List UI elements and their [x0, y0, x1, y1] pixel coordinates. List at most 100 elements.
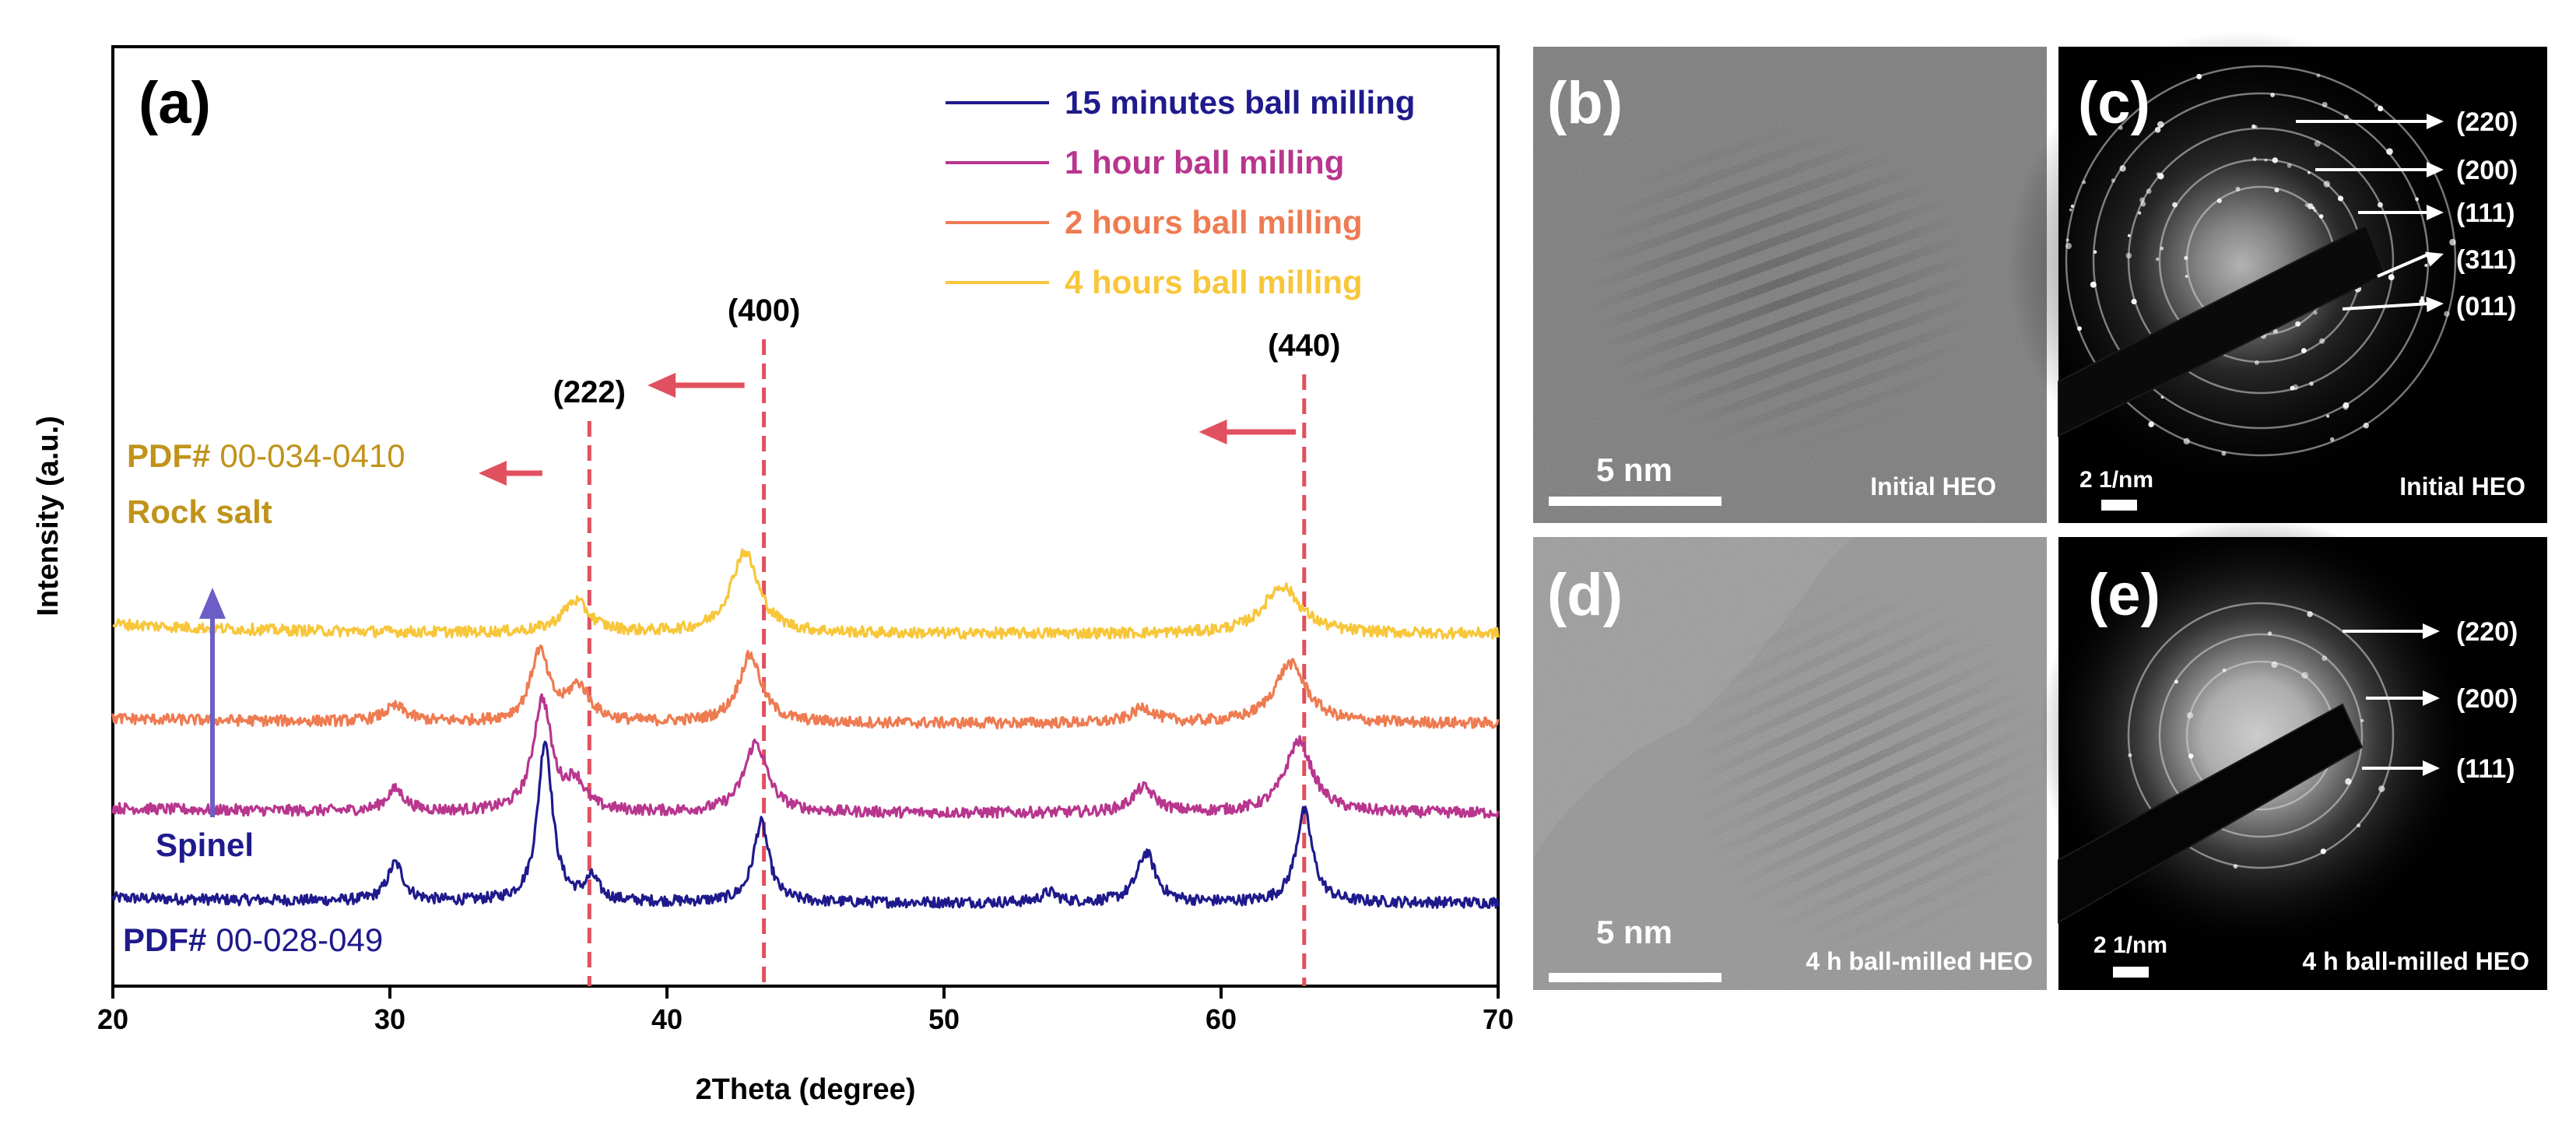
diffraction-spot	[2316, 73, 2321, 78]
x-tick-label: 30	[374, 1003, 405, 1035]
diffraction-spot	[2131, 298, 2137, 305]
scale-bar-b	[1549, 497, 1721, 506]
series-line-1	[111, 740, 1500, 909]
diffraction-spot	[2172, 202, 2178, 208]
x-tick-label: 20	[97, 1003, 128, 1035]
ring-label: (111)	[2456, 198, 2515, 228]
diffraction-spot	[2444, 311, 2450, 317]
scale-label-e: 2 1/nm	[2093, 932, 2167, 958]
reference-label: (400)	[728, 293, 800, 328]
diffraction-spot	[2069, 208, 2072, 212]
diffraction-ring	[2127, 602, 2395, 869]
diffraction-spot	[2378, 105, 2384, 111]
panel-c-saed-initial: (c) (220) (200) (111) (311) (011) 2 1/nm Ini…	[2008, 31, 2547, 523]
spinel-label: Spinel	[156, 827, 254, 863]
diffraction-spot	[2184, 255, 2188, 261]
reference-label: (222)	[553, 375, 626, 409]
diffraction-spot	[2254, 125, 2258, 129]
reference-lines: (222) (400) (440)	[478, 293, 1340, 986]
diffraction-spot	[2337, 195, 2344, 202]
x-tick-label: 70	[1483, 1003, 1514, 1035]
diffraction-spot	[2160, 395, 2164, 399]
x-tick-label: 40	[651, 1003, 683, 1035]
diffraction-spot	[2183, 437, 2190, 445]
panel-label-e: (e)	[2088, 562, 2160, 628]
diffraction-spot	[2111, 178, 2115, 183]
spinel-pdf-number: 00-028-049	[216, 922, 383, 958]
scale-bar-d	[1549, 973, 1721, 982]
diffraction-spot	[2344, 114, 2349, 120]
panel-label-d: (d)	[1547, 562, 1623, 628]
diffraction-spot	[2235, 187, 2241, 191]
diffraction-spot	[2093, 250, 2097, 255]
diffraction-spot	[2216, 198, 2222, 203]
ring-label: (220)	[2456, 107, 2518, 137]
beam-stopper-e	[2058, 703, 2364, 924]
diffraction-spot	[2065, 243, 2072, 249]
panel-label-b: (b)	[1547, 70, 1623, 136]
scale-label-d: 5 nm	[1596, 914, 1672, 950]
diffraction-spot	[2267, 631, 2272, 636]
diffraction-spot	[2270, 93, 2275, 97]
diffraction-spot	[2343, 402, 2350, 409]
shift-arrow-head	[648, 373, 676, 398]
diffraction-spot	[2313, 209, 2318, 212]
ring-arrow-head	[2424, 251, 2444, 267]
ring-label: (011)	[2456, 292, 2517, 321]
diffraction-spot	[2221, 451, 2227, 456]
diffraction-spot	[2311, 206, 2315, 210]
diffraction-spot	[2360, 718, 2364, 723]
diffraction-spot	[2196, 73, 2202, 79]
ring-arrow-head	[2427, 205, 2444, 220]
diffraction-spot	[2357, 823, 2361, 828]
ring-arrow-head	[2423, 623, 2440, 639]
diffraction-spot	[2272, 328, 2278, 334]
ring-arrow-head	[2427, 114, 2444, 129]
diffraction-spot	[2301, 672, 2308, 679]
rock-pdf-prefix: PDF#	[127, 437, 210, 474]
panel-label-a: (a)	[139, 70, 211, 136]
rock-pdf-label: PDF# 00-034-0410	[127, 437, 405, 474]
diffraction-spot	[2386, 148, 2393, 155]
rock-pdf-number: 00-034-0410	[219, 437, 405, 474]
panel-label-c: (c)	[2078, 70, 2150, 136]
panel-b-hrtem-initial: (b) 5 nm Initial HEO	[1533, 47, 2047, 523]
diffraction-spot	[2139, 197, 2146, 203]
diffraction-spot	[2090, 281, 2097, 288]
diffraction-spot	[2322, 655, 2328, 662]
diffraction-spot	[2157, 173, 2164, 180]
diffraction-spot	[2377, 202, 2383, 208]
diffraction-spot	[2322, 101, 2328, 107]
ring-arrows-e: (220) (200) (111)	[2343, 617, 2518, 784]
diffraction-spot	[2307, 203, 2314, 209]
diffraction-spot	[2274, 188, 2279, 193]
legend-label: 2 hours ball milling	[1065, 204, 1363, 240]
xrd-chart: (a) (222) (400) (440) 20 30 40 50 60 70 2Theta …	[32, 45, 1514, 1106]
shift-arrow-head	[478, 461, 507, 486]
caption-e: 4 h ball-milled HEO	[2302, 947, 2529, 975]
diffraction-spot	[2345, 778, 2352, 785]
diffraction-spot	[2154, 127, 2161, 133]
diffraction-spot	[2272, 157, 2278, 163]
series-line-2	[111, 693, 1500, 820]
diffraction-spot	[2326, 414, 2330, 418]
series-line-3	[111, 644, 1500, 730]
reference-label: (440)	[1268, 328, 1340, 363]
diffraction-spot	[2138, 211, 2142, 215]
ring-arrows-c: (220) (200) (111) (311) (011)	[2296, 107, 2518, 321]
diffraction-spot	[2314, 140, 2321, 147]
diffraction-spot	[2313, 311, 2318, 315]
diffraction-spot	[2118, 125, 2123, 130]
diffraction-spot	[2065, 238, 2069, 242]
diffraction-spot	[2323, 181, 2330, 188]
diffraction-ring	[2158, 633, 2364, 838]
diffraction-spot	[2252, 156, 2257, 161]
scale-bar-c	[2101, 500, 2137, 511]
diffraction-spot	[2157, 121, 2164, 128]
diffraction-spot	[2119, 165, 2126, 172]
caption-d: 4 h ball-milled HEO	[1806, 947, 2033, 975]
y-axis-label: Intensity (a.u.)	[32, 416, 65, 616]
diffraction-spot	[2082, 180, 2086, 184]
scale-label-b: 5 nm	[1596, 451, 1672, 488]
